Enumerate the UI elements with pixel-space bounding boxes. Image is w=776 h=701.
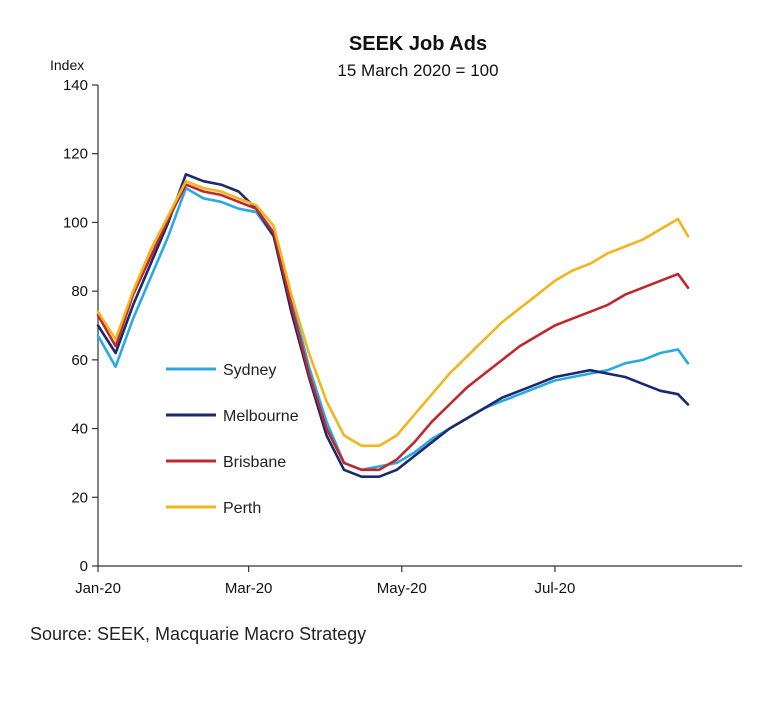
y-axis-label: Index xyxy=(50,57,84,73)
legend-label-melbourne: Melbourne xyxy=(223,408,299,425)
legend-label-perth: Perth xyxy=(223,500,261,517)
x-axis-ticks: Jan-20 Mar-20 May-20 Jul-20 xyxy=(75,566,575,597)
y-tick-label: 60 xyxy=(71,352,88,369)
x-tick-label: May-20 xyxy=(377,580,427,597)
series-line-brisbane xyxy=(96,183,690,472)
legend-label-brisbane: Brisbane xyxy=(223,454,286,471)
y-tick-label: 100 xyxy=(63,214,88,231)
series-line-melbourne xyxy=(96,173,690,478)
legend-label-sydney: Sydney xyxy=(223,362,276,379)
y-tick-label: 140 xyxy=(63,77,88,94)
x-tick-label: Mar-20 xyxy=(225,580,273,597)
y-tick-label: 40 xyxy=(71,421,88,438)
series-lines xyxy=(96,173,690,478)
y-tick-label: 80 xyxy=(71,283,88,300)
x-tick-label: Jan-20 xyxy=(75,580,121,597)
chart-title: SEEK Job Ads xyxy=(349,33,487,55)
y-tick-label: 120 xyxy=(63,146,88,163)
source-note: Source: SEEK, Macquarie Macro Strategy xyxy=(30,624,367,644)
y-tick-label: 0 xyxy=(80,558,88,575)
series-line-perth xyxy=(96,179,690,448)
series-line-sydney xyxy=(96,186,690,472)
legend: Sydney Melbourne Brisbane Perth xyxy=(166,362,299,517)
y-tick-label: 20 xyxy=(71,489,88,506)
y-axis-ticks: 0 20 40 60 80 100 120 140 xyxy=(63,77,98,575)
chart-subtitle: 15 March 2020 = 100 xyxy=(337,61,498,80)
x-tick-label: Jul-20 xyxy=(535,580,576,597)
